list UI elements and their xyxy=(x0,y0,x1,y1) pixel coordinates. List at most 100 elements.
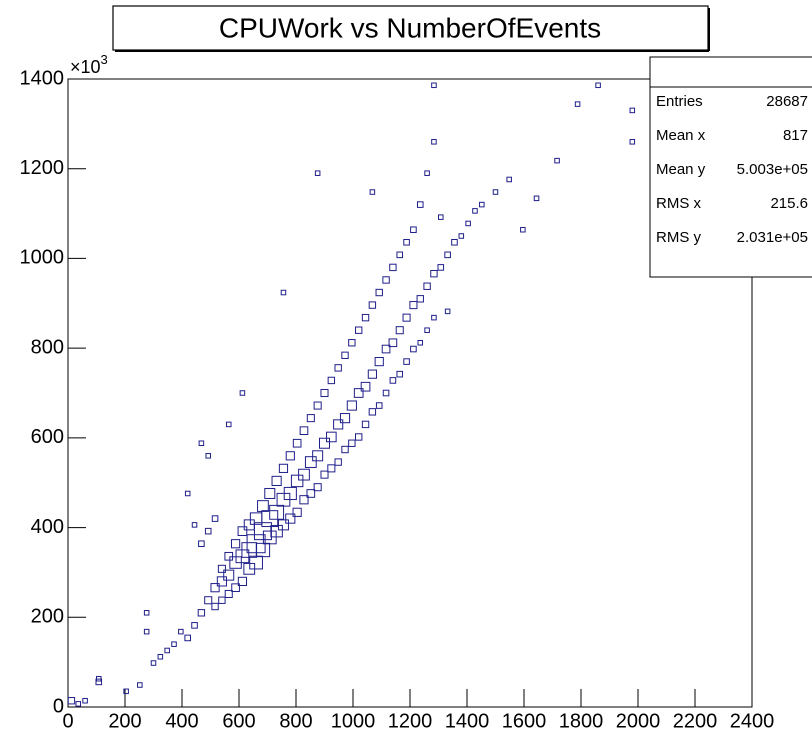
bin-box xyxy=(595,82,601,89)
bin-box xyxy=(270,524,283,538)
bin-box xyxy=(417,339,424,346)
stats-value: 5.003e+05 xyxy=(737,161,808,178)
bin-box xyxy=(360,381,371,392)
x-tick-label: 2400 xyxy=(730,710,775,732)
bin-box xyxy=(67,697,76,705)
stats-label: Entries xyxy=(656,93,703,110)
bin-box xyxy=(334,364,342,372)
bin-box xyxy=(431,314,437,321)
bin-box xyxy=(211,515,219,522)
bin-box xyxy=(341,351,349,360)
bin-box xyxy=(283,486,297,501)
bin-box xyxy=(458,233,465,239)
bin-box xyxy=(472,208,478,214)
bin-box xyxy=(375,288,383,297)
bin-box xyxy=(410,226,417,234)
bin-box xyxy=(306,414,315,423)
stats-label: Mean x xyxy=(656,127,706,144)
bin-box xyxy=(319,437,330,449)
bin-box xyxy=(430,269,438,278)
bin-box xyxy=(211,602,219,611)
bin-box xyxy=(237,576,248,586)
bin-box xyxy=(506,176,512,183)
y-multiplier-base: ×10 xyxy=(70,57,101,77)
bin-box xyxy=(292,507,302,517)
bin-box xyxy=(403,358,410,365)
bin-box xyxy=(341,445,349,454)
bin-box xyxy=(409,301,418,310)
bin-box xyxy=(290,474,304,488)
bin-box xyxy=(410,345,417,353)
bin-box xyxy=(348,339,356,347)
x-tick-label: 600 xyxy=(222,710,255,732)
stats-frame xyxy=(649,56,812,278)
x-tick-label: 1200 xyxy=(388,710,433,732)
stats-value: 28687 xyxy=(766,93,808,110)
bin-box xyxy=(520,226,526,233)
bin-box xyxy=(339,413,351,424)
bin-box xyxy=(431,139,437,145)
bin-box xyxy=(554,157,560,164)
bin-box xyxy=(353,388,364,398)
y-tick-label: 1200 xyxy=(20,157,65,179)
x-tick-label: 2200 xyxy=(673,710,718,732)
bin-box xyxy=(231,583,240,593)
bin-box xyxy=(369,189,376,195)
bin-box xyxy=(178,628,184,635)
bin-box xyxy=(492,189,499,195)
bin-box xyxy=(239,390,246,396)
stats-box xyxy=(649,56,812,278)
bin-box xyxy=(82,697,88,704)
bin-box xyxy=(479,201,485,208)
bin-box xyxy=(355,433,363,441)
bin-box xyxy=(237,526,248,537)
y-tick-label: 1000 xyxy=(20,247,65,269)
bin-box xyxy=(205,453,211,459)
x-tick-label: 200 xyxy=(108,710,141,732)
bin-box xyxy=(361,313,370,322)
bin-box xyxy=(285,513,296,524)
y-tick-label: 0 xyxy=(53,695,64,717)
bin-box xyxy=(164,647,170,654)
bin-box xyxy=(402,313,411,322)
bin-box xyxy=(224,551,234,561)
bin-box xyxy=(143,628,150,635)
bin-box xyxy=(278,463,289,473)
bin-box xyxy=(191,522,198,528)
bin-box xyxy=(216,576,227,587)
bin-box xyxy=(197,609,206,617)
bin-box xyxy=(444,251,451,259)
bin-box xyxy=(204,596,213,605)
y-tick-label: 400 xyxy=(31,516,64,538)
bin-box xyxy=(333,419,344,430)
bin-box xyxy=(389,263,397,272)
bin-box xyxy=(388,338,398,348)
bin-box xyxy=(137,682,143,688)
bin-box xyxy=(271,475,282,486)
bin-box xyxy=(257,500,269,512)
bin-box xyxy=(95,678,103,686)
x-tick-label: 1800 xyxy=(559,710,604,732)
bin-box xyxy=(395,326,404,335)
bin-box xyxy=(444,308,451,315)
x-tick-label: 1000 xyxy=(331,710,376,732)
bin-box xyxy=(424,170,430,176)
bin-box xyxy=(382,276,390,284)
y-tick-label: 200 xyxy=(31,606,64,628)
bin-box xyxy=(438,214,444,220)
bin-box xyxy=(423,282,431,290)
bin-box xyxy=(320,388,329,398)
bin-box xyxy=(416,295,424,303)
bin-box xyxy=(143,610,150,616)
bin-box xyxy=(367,369,377,379)
stats-label: RMS y xyxy=(656,229,702,246)
x-tick-label: 400 xyxy=(165,710,198,732)
stats-value: 817 xyxy=(783,127,808,144)
bin-box xyxy=(424,327,430,333)
bin-box xyxy=(280,289,287,296)
bin-box xyxy=(314,170,321,176)
bin-box xyxy=(204,527,212,535)
y-tick-label: 1400 xyxy=(20,67,65,89)
stats-label: RMS x xyxy=(656,195,702,212)
bin-box xyxy=(262,530,277,545)
